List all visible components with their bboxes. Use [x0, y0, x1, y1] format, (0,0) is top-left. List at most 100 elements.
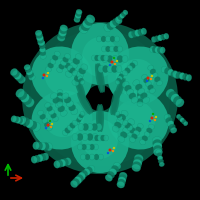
Ellipse shape	[35, 30, 42, 36]
Ellipse shape	[157, 81, 162, 86]
Ellipse shape	[107, 22, 114, 30]
Ellipse shape	[45, 103, 50, 108]
Ellipse shape	[80, 154, 86, 160]
Ellipse shape	[166, 117, 172, 123]
Ellipse shape	[70, 62, 77, 69]
Ellipse shape	[148, 65, 153, 70]
Ellipse shape	[168, 91, 177, 100]
Circle shape	[113, 57, 115, 59]
Ellipse shape	[76, 78, 84, 98]
Ellipse shape	[22, 22, 178, 174]
Ellipse shape	[55, 101, 62, 108]
Ellipse shape	[110, 20, 117, 28]
Ellipse shape	[119, 118, 124, 122]
Ellipse shape	[121, 12, 126, 17]
Ellipse shape	[121, 110, 128, 117]
Ellipse shape	[94, 144, 98, 150]
Ellipse shape	[71, 111, 129, 173]
Ellipse shape	[130, 137, 135, 142]
Ellipse shape	[22, 118, 30, 126]
Ellipse shape	[111, 165, 119, 172]
Ellipse shape	[119, 114, 126, 120]
Ellipse shape	[154, 36, 160, 42]
Ellipse shape	[33, 142, 39, 150]
Ellipse shape	[127, 125, 133, 131]
Circle shape	[47, 72, 49, 74]
Ellipse shape	[72, 120, 78, 126]
Circle shape	[49, 120, 51, 122]
Ellipse shape	[96, 63, 104, 93]
Ellipse shape	[18, 91, 27, 100]
Ellipse shape	[80, 80, 85, 84]
Ellipse shape	[34, 155, 40, 163]
Ellipse shape	[169, 124, 175, 130]
Ellipse shape	[133, 80, 140, 86]
Circle shape	[146, 76, 150, 79]
Ellipse shape	[72, 70, 78, 76]
Ellipse shape	[101, 135, 106, 141]
Ellipse shape	[155, 46, 160, 53]
Ellipse shape	[15, 117, 21, 123]
Ellipse shape	[153, 145, 162, 153]
Ellipse shape	[67, 125, 73, 131]
Ellipse shape	[132, 164, 141, 172]
Circle shape	[150, 78, 152, 80]
Ellipse shape	[39, 40, 45, 46]
Ellipse shape	[182, 120, 186, 124]
Ellipse shape	[186, 74, 192, 81]
Ellipse shape	[135, 30, 140, 36]
Ellipse shape	[83, 123, 88, 131]
Ellipse shape	[131, 30, 137, 37]
Ellipse shape	[166, 89, 174, 97]
Ellipse shape	[117, 78, 126, 99]
Ellipse shape	[64, 97, 71, 103]
Ellipse shape	[81, 64, 88, 70]
Ellipse shape	[153, 142, 162, 150]
Ellipse shape	[172, 71, 178, 78]
Ellipse shape	[153, 148, 163, 156]
Ellipse shape	[106, 36, 110, 42]
Ellipse shape	[101, 36, 106, 42]
Ellipse shape	[137, 90, 143, 95]
Ellipse shape	[26, 119, 33, 128]
Circle shape	[114, 63, 116, 65]
Ellipse shape	[86, 167, 93, 173]
Ellipse shape	[50, 93, 57, 99]
Ellipse shape	[128, 31, 134, 38]
Ellipse shape	[164, 114, 171, 120]
Circle shape	[110, 60, 114, 64]
Ellipse shape	[65, 54, 70, 59]
Ellipse shape	[84, 169, 90, 175]
Ellipse shape	[71, 108, 78, 115]
Ellipse shape	[115, 80, 120, 84]
Ellipse shape	[13, 116, 19, 123]
Ellipse shape	[168, 69, 173, 76]
Ellipse shape	[107, 65, 113, 73]
Ellipse shape	[62, 60, 68, 66]
Ellipse shape	[98, 104, 102, 132]
Ellipse shape	[92, 133, 98, 141]
Ellipse shape	[75, 13, 81, 19]
Ellipse shape	[82, 37, 118, 77]
Ellipse shape	[115, 112, 120, 116]
Ellipse shape	[73, 58, 80, 64]
Ellipse shape	[118, 177, 126, 183]
Ellipse shape	[120, 120, 125, 124]
Ellipse shape	[26, 70, 33, 75]
Circle shape	[46, 75, 48, 77]
Ellipse shape	[161, 66, 167, 73]
Ellipse shape	[102, 55, 108, 63]
Ellipse shape	[36, 35, 43, 41]
Ellipse shape	[50, 59, 56, 64]
Circle shape	[42, 73, 46, 76]
Ellipse shape	[110, 46, 114, 52]
Ellipse shape	[114, 77, 123, 98]
Ellipse shape	[29, 121, 37, 130]
Ellipse shape	[82, 119, 118, 159]
Ellipse shape	[80, 91, 93, 113]
Circle shape	[50, 126, 52, 128]
Ellipse shape	[36, 33, 43, 38]
Ellipse shape	[140, 93, 147, 99]
Ellipse shape	[38, 110, 43, 115]
Ellipse shape	[154, 77, 160, 82]
